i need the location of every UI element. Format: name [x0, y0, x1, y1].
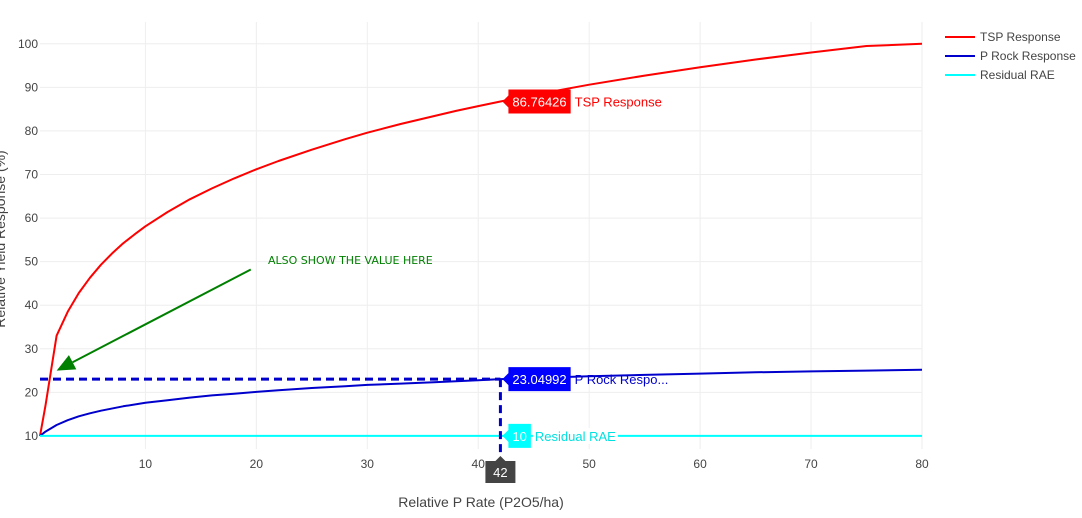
x-tick-label: 40: [472, 457, 486, 471]
hover-box: [502, 423, 531, 448]
x-tick-label: 50: [582, 457, 596, 471]
annotation: ALSO SHOW THE VALUE HERE: [56, 254, 433, 371]
x-tick-label: 60: [693, 457, 707, 471]
hover-labels: 42 86.76426 TSP Response 23.04992 P Rock Res…: [485, 89, 668, 483]
legend-label: Residual RAE: [980, 68, 1055, 82]
x-tick-label: 10: [139, 457, 153, 471]
legend-label: TSP Response: [980, 30, 1061, 44]
y-tick-label: 60: [25, 211, 39, 225]
legend-item-p-rock-response[interactable]: P Rock Response: [945, 49, 1076, 63]
hover-name-bg: [532, 427, 618, 444]
legend[interactable]: TSP Response P Rock Response Residual RAE: [945, 30, 1076, 82]
hover-value-p-rock-response: 23.04992: [512, 372, 566, 387]
y-tick-label: 90: [25, 80, 39, 94]
legend-label: P Rock Response: [980, 49, 1076, 63]
y-tick-label: 70: [25, 168, 39, 182]
hover-value-residual-rae: 10: [512, 429, 526, 444]
legend-item-tsp-response[interactable]: TSP Response: [945, 30, 1061, 44]
y-tick-label: 40: [25, 298, 39, 312]
hover-name-p-rock-response: P Rock Respo...: [575, 372, 669, 387]
y-axis-title: Relative Yield Response (%): [0, 150, 8, 327]
x-tick-label: 80: [915, 457, 929, 471]
y-tick-label: 80: [25, 124, 39, 138]
y-tick-label: 100: [18, 37, 38, 51]
annotation-arrow-shaft: [72, 268, 252, 364]
series-line-p-rock-response[interactable]: [39, 368, 923, 437]
x-hover-label: 42: [493, 465, 507, 480]
annotation-arrow-head: [56, 355, 77, 371]
hover-name-residual-rae: Residual RAE: [535, 429, 616, 444]
annotation-text: ALSO SHOW THE VALUE HERE: [268, 254, 433, 267]
hover-name-tsp-response: TSP Response: [575, 94, 662, 109]
hover-value-tsp-response: 86.76426: [512, 94, 566, 109]
y-tick-label: 30: [25, 342, 39, 356]
x-axis-title: Relative P Rate (P2O5/ha): [398, 494, 564, 510]
y-axis-ticks: 10 20 30 40 50 60 70 80 90 100: [18, 37, 38, 443]
series-lines[interactable]: [39, 42, 923, 437]
x-axis-ticks: 10 20 30 40 50 60 70 80: [139, 457, 929, 471]
x-tick-label: 20: [250, 457, 264, 471]
x-hover-label-box: [485, 456, 516, 483]
x-tick-label: 70: [804, 457, 818, 471]
y-tick-label: 20: [25, 385, 39, 399]
hover-box: [502, 367, 571, 392]
hover-box: [502, 89, 571, 114]
series-line-tsp-response[interactable]: [39, 42, 923, 437]
x-tick-label: 30: [361, 457, 375, 471]
y-tick-label: 10: [25, 429, 39, 443]
gridlines: [40, 22, 923, 449]
legend-item-residual-rae[interactable]: Residual RAE: [945, 68, 1055, 82]
y-tick-label: 50: [25, 255, 39, 269]
hover-crosshair: [40, 377, 502, 457]
